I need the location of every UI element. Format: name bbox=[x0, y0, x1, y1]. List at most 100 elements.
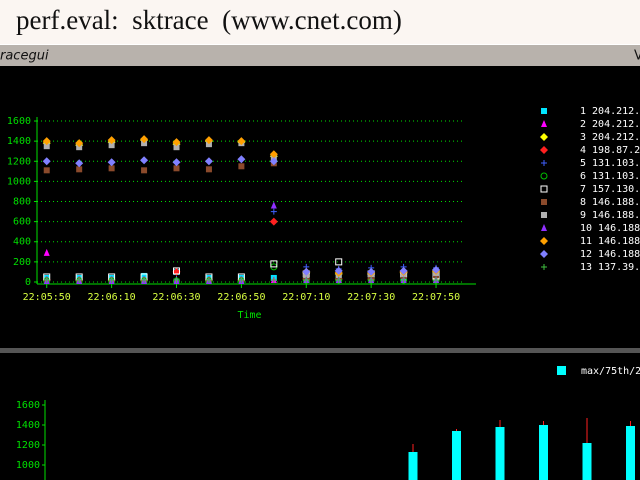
y-tick-label: 1400 bbox=[16, 420, 40, 431]
legend-label: max/75th/2 bbox=[581, 366, 640, 377]
header-bar bbox=[0, 0, 640, 44]
y-tick-label: 200 bbox=[13, 257, 31, 268]
legend-label: 10 146.188. bbox=[580, 223, 640, 234]
legend-label: 2 204.212. bbox=[580, 119, 640, 130]
bar bbox=[626, 426, 635, 480]
marker bbox=[204, 157, 213, 166]
y-tick-label: 1600 bbox=[16, 400, 40, 411]
marker bbox=[43, 276, 50, 283]
marker bbox=[269, 217, 278, 226]
marker bbox=[238, 163, 245, 170]
bar bbox=[452, 431, 461, 480]
marker bbox=[367, 267, 376, 276]
marker bbox=[270, 276, 277, 283]
marker bbox=[205, 141, 212, 148]
marker bbox=[173, 144, 180, 151]
marker bbox=[400, 276, 407, 283]
marker bbox=[76, 276, 83, 283]
marker bbox=[75, 159, 84, 168]
legend-label: 8 146.188. bbox=[580, 197, 640, 208]
y-tick-label: 400 bbox=[13, 237, 31, 248]
x-tick-label: 22:06:30 bbox=[152, 292, 200, 303]
marker bbox=[269, 157, 278, 166]
x-tick-label: 22:05:50 bbox=[23, 292, 71, 303]
marker bbox=[540, 250, 548, 258]
x-tick-label: 22:07:50 bbox=[412, 292, 460, 303]
marker bbox=[107, 158, 116, 167]
bar bbox=[582, 443, 592, 480]
marker bbox=[141, 167, 148, 174]
legend-label: 3 204.212. bbox=[580, 132, 640, 143]
marker bbox=[42, 157, 51, 166]
marker bbox=[540, 133, 548, 141]
legend-label: 9 146.188. bbox=[580, 210, 640, 221]
marker bbox=[541, 224, 547, 231]
y-tick-label: 1000 bbox=[7, 176, 31, 187]
x-tick-label: 22:07:30 bbox=[347, 292, 395, 303]
window-title: racegui bbox=[0, 49, 49, 64]
marker bbox=[141, 272, 148, 279]
y-tick-label: 1400 bbox=[7, 136, 31, 147]
marker bbox=[302, 267, 311, 276]
marker bbox=[141, 276, 148, 283]
header-title: perf.eval: sktrace (www.cnet.com) bbox=[16, 5, 402, 35]
marker bbox=[541, 108, 547, 114]
marker bbox=[399, 266, 408, 275]
x-tick-label: 22:07:10 bbox=[282, 292, 330, 303]
y-tick-label: 800 bbox=[13, 197, 31, 208]
marker bbox=[270, 208, 277, 215]
marker bbox=[204, 136, 213, 145]
marker bbox=[76, 144, 83, 151]
bar bbox=[495, 427, 505, 480]
marker bbox=[368, 276, 375, 283]
marker bbox=[303, 276, 310, 283]
marker bbox=[172, 138, 181, 147]
marker bbox=[173, 267, 181, 275]
legend-label: 11 146.188. bbox=[580, 236, 640, 247]
x-axis-label: Time bbox=[237, 310, 261, 321]
marker bbox=[540, 172, 548, 180]
legend-label: 6 131.103. bbox=[580, 171, 640, 182]
marker bbox=[43, 143, 50, 150]
marker bbox=[541, 120, 547, 127]
marker bbox=[432, 265, 441, 274]
marker bbox=[107, 136, 116, 145]
marker bbox=[173, 276, 180, 283]
marker bbox=[43, 167, 50, 174]
marker bbox=[335, 258, 343, 266]
bar bbox=[408, 452, 418, 480]
y-tick-label: 1200 bbox=[16, 440, 40, 451]
marker bbox=[238, 276, 245, 283]
y-tick-label: 1000 bbox=[16, 460, 40, 471]
marker bbox=[270, 201, 277, 209]
marker bbox=[540, 237, 548, 245]
marker bbox=[237, 155, 246, 164]
x-tick-label: 22:06:10 bbox=[88, 292, 136, 303]
x-tick-label: 22:06:50 bbox=[217, 292, 265, 303]
y-tick-label: 0 bbox=[25, 277, 31, 288]
marker bbox=[540, 146, 548, 154]
marker bbox=[141, 140, 148, 147]
marker bbox=[541, 264, 547, 270]
marker bbox=[172, 158, 181, 167]
marker bbox=[140, 156, 149, 165]
marker bbox=[270, 260, 278, 268]
marker bbox=[237, 137, 246, 146]
window-titlebar bbox=[0, 44, 640, 66]
marker bbox=[108, 142, 115, 149]
marker bbox=[108, 165, 115, 172]
marker bbox=[541, 160, 547, 166]
marker bbox=[540, 185, 548, 193]
marker bbox=[269, 150, 278, 159]
marker bbox=[205, 276, 212, 283]
pane-divider bbox=[0, 348, 640, 353]
marker bbox=[541, 199, 547, 205]
marker bbox=[43, 248, 50, 256]
legend-swatch bbox=[557, 366, 566, 375]
marker bbox=[173, 165, 180, 172]
marker bbox=[335, 276, 342, 283]
window-button[interactable]: V bbox=[634, 49, 640, 64]
y-tick-label: 1600 bbox=[7, 116, 31, 127]
y-tick-label: 1200 bbox=[7, 156, 31, 167]
